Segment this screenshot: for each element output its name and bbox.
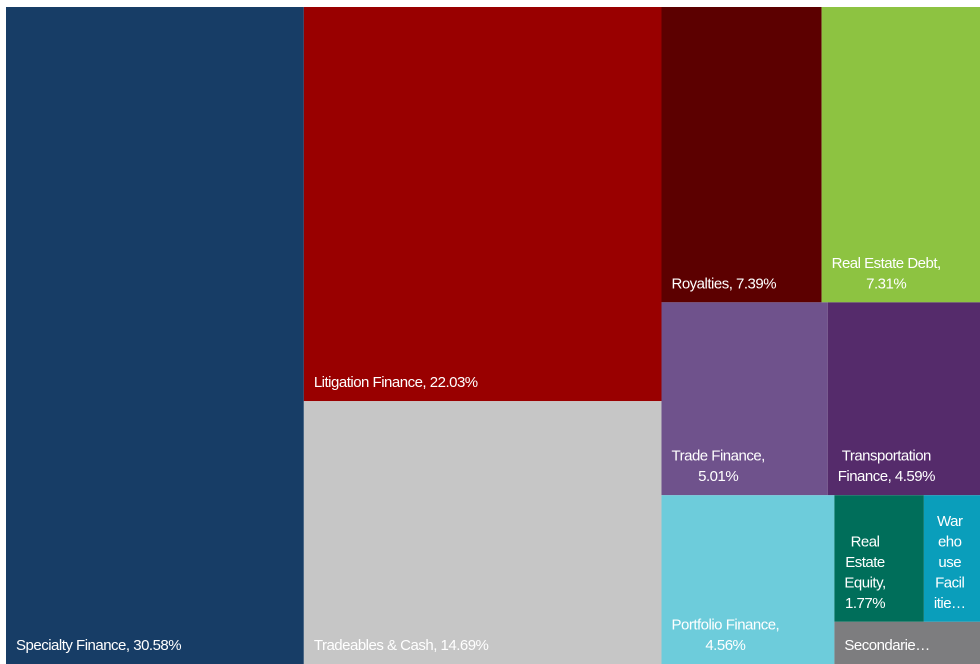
- tile-label-line: eho: [938, 533, 962, 550]
- tile-label-line: Real Estate Debt,: [832, 255, 941, 272]
- tile-label: War eho use Facil itie…: [934, 513, 966, 612]
- tile-label-line: Transportation: [842, 448, 931, 465]
- tile-label: Real Estate Debt, 7.31%: [832, 255, 942, 293]
- tile-label: Specialty Finance, 30.58%: [16, 637, 182, 654]
- tiles: [6, 7, 980, 664]
- tile: [834, 621, 980, 664]
- tile-label: Trade Finance, 5.01%: [672, 448, 766, 486]
- tile-label: Portfolio Finance, 4.56%: [672, 616, 780, 654]
- tile: [923, 495, 980, 622]
- tile-label-line: 1.77%: [845, 595, 885, 612]
- tile: [661, 7, 822, 303]
- tile: [661, 302, 828, 496]
- tile-label-line: 4.56%: [705, 637, 745, 654]
- tile: [303, 7, 662, 402]
- tile-label-line: Tradeables & Cash, 14.69%: [314, 637, 489, 654]
- tile-label: Litigation Finance, 22.03%: [314, 374, 478, 391]
- tile-label-line: Real: [851, 533, 880, 550]
- tile: [821, 7, 980, 303]
- tile-label-line: Secondarie…: [844, 637, 929, 654]
- tile: [6, 7, 304, 664]
- tile: [827, 302, 980, 496]
- tile-label-line: 7.31%: [866, 275, 906, 292]
- tile-label-line: Portfolio Finance,: [672, 616, 780, 633]
- tile-label: Royalties, 7.39%: [672, 275, 777, 292]
- tile-label: Transportation Finance, 4.59%: [838, 448, 936, 486]
- tile: [303, 401, 662, 664]
- tile-labels: Specialty Finance, 30.58% Litigation Fina…: [16, 255, 966, 654]
- tile-label: Tradeables & Cash, 14.69%: [314, 637, 489, 654]
- tile-label-line: 5.01%: [698, 468, 738, 485]
- tile-label: Real Estate Equity, 1.77%: [844, 533, 886, 612]
- tile-label-line: Specialty Finance, 30.58%: [16, 637, 181, 654]
- tile-label-line: Equity,: [844, 574, 885, 591]
- tile: [661, 495, 835, 664]
- tile-label-line: use: [938, 554, 961, 571]
- tile-label-line: itie…: [934, 595, 966, 612]
- tile-label-line: Estate: [845, 554, 885, 571]
- tile-label-line: Facil: [935, 574, 964, 591]
- tile-label-line: Finance, 4.59%: [838, 468, 935, 485]
- tile-label: Secondarie…: [844, 637, 930, 654]
- tile: [834, 495, 924, 622]
- tile-label-line: War: [937, 513, 963, 530]
- tile-label-line: Trade Finance,: [672, 448, 765, 465]
- tile-label-line: Litigation Finance, 22.03%: [314, 374, 478, 391]
- tile-label-line: Royalties, 7.39%: [672, 275, 777, 292]
